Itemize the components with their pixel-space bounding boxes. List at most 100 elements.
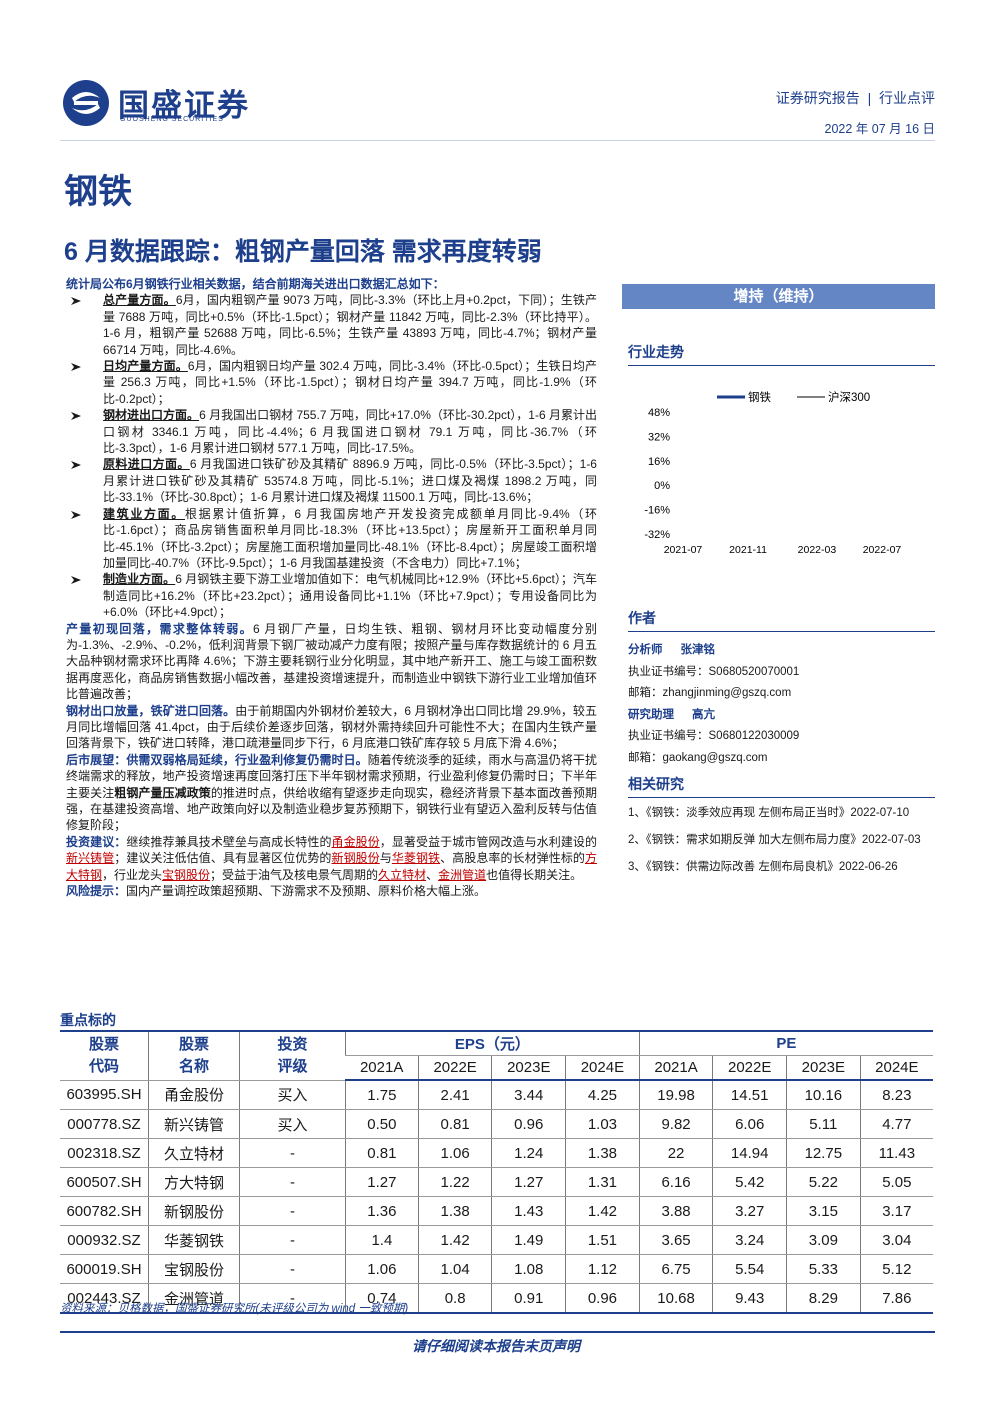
- data-cell: -: [239, 1138, 346, 1168]
- data-row: 600019.SH 宝钢股份 -1.06 1.04 1.08 1.12 6.75 5.54 5.…: [60, 1254, 933, 1284]
- text-run: 继续推荐兼具技术壁垒与高成长特性的: [126, 834, 332, 849]
- legend-label: 沪深300: [828, 390, 870, 404]
- data-cell: 3.44: [491, 1080, 566, 1110]
- data-cell: 6.75: [638, 1254, 713, 1284]
- header-cell: 股票代码: [60, 1030, 149, 1081]
- header-rule: [60, 140, 935, 141]
- stock-link[interactable]: 甬金股份: [331, 834, 380, 849]
- data-cell: 002318.SZ: [60, 1138, 149, 1168]
- text-run: 6 月钢厂产量，日均生铁、粗钢、钢材月环比变动幅度分别为-1.3%、-2.9%、…: [66, 621, 597, 702]
- text-run: 粗钢产量压减政策: [114, 785, 211, 800]
- year-cell: 2024E: [859, 1055, 933, 1081]
- data-cell: 9.82: [638, 1109, 713, 1139]
- data-cell: 1.24: [491, 1138, 566, 1168]
- data-row: 600782.SH 新钢股份 -1.36 1.38 1.43 1.42 3.88 3.27 3.…: [60, 1196, 933, 1226]
- author-name: 高亢: [692, 708, 715, 721]
- paragraph: 风险提示：国内产量调控政策超预期、下游需求不及预期、原料价格大幅上涨。: [66, 883, 597, 899]
- data-cell: 6.16: [638, 1167, 713, 1197]
- source: 资料来源：贝格数据，国盛证券研究所(未评级公司为 wind 一致预期): [60, 1303, 409, 1315]
- table-head: 股票代码 股票名称 投资评级 EPS（元） PE 2021A 2022E 2023E 2024E…: [60, 1030, 933, 1081]
- header-cell: 股票名称: [148, 1030, 240, 1081]
- data-cell: 5.11: [786, 1109, 861, 1139]
- data-cell: 7.86: [859, 1283, 933, 1314]
- stock-link[interactable]: 新钢股份: [331, 851, 380, 866]
- stock-link[interactable]: 新兴铸管: [66, 851, 115, 866]
- stock-link[interactable]: 金洲管道: [438, 867, 487, 882]
- stock-link[interactable]: 华菱钢铁: [391, 851, 441, 866]
- text-run: 由于前期国内外钢材价差较大，6 月钢材净出口同比增 29.9%，较五月同比增幅回…: [66, 703, 597, 751]
- intro: 统计局公布6月钢铁行业相关数据，结合前期海关进出口数据汇总如下：: [66, 277, 445, 291]
- bullet-text: 根据累计值折算，6 月我国房地产开发投资完成额单月同比-9.4%（环比-1.6p…: [103, 506, 597, 570]
- data-cell: 1.43: [491, 1196, 566, 1226]
- data-cell: 1.75: [345, 1080, 419, 1110]
- logo-subtitle: GUOSHENG SECURITIES: [120, 116, 224, 123]
- bullet-marker: [71, 576, 81, 585]
- text-run: 、: [426, 867, 439, 882]
- data-cell: 1.42: [417, 1225, 492, 1255]
- data-cell: 19.98: [638, 1080, 713, 1110]
- bullet-heading: 总产量方面。: [103, 293, 176, 308]
- data-cell: 002443.SZ: [60, 1283, 149, 1314]
- data-cell: 1.12: [565, 1254, 640, 1284]
- related-item[interactable]: 3、《钢铁：供需边际改善 左侧布局良机》2022-06-26: [628, 861, 898, 873]
- bullet-marker: [71, 412, 81, 421]
- bullet-text: 6 月我国进口铁矿砂及其精矿 8896.9 万吨，同比-0.5%（环比-3.5p…: [103, 457, 597, 505]
- bullet: 原料进口方面。6 月我国进口铁矿砂及其精矿 8896.9 万吨，同比-0.5%（…: [66, 456, 597, 505]
- stock-link[interactable]: 久立特材: [378, 867, 427, 882]
- data-cell: 5.42: [712, 1167, 787, 1197]
- data-cell: 6.06: [712, 1109, 787, 1139]
- data-cell: 新兴铸管: [148, 1109, 240, 1139]
- summary: 统计局公布6月钢铁行业相关数据，结合前期海关进出口数据汇总如下： 总产量方面。6月…: [66, 276, 597, 899]
- data-cell: 12.75: [786, 1138, 861, 1168]
- data-cell: 新钢股份: [148, 1196, 240, 1226]
- bullet-text: 6 月我国出口钢材 755.7 万吨，同比+17.0%（环比-30.2pct），…: [103, 408, 597, 456]
- y-tick-label: -32%: [644, 529, 670, 541]
- data-cell: 0.96: [491, 1109, 566, 1139]
- paragraph-heading: 风险提示：: [66, 884, 127, 899]
- data-cell: 买入: [239, 1109, 346, 1139]
- header-text: 股票代码: [88, 1035, 119, 1075]
- data-cell: 3.09: [786, 1225, 861, 1255]
- bullet-text: 6 月钢铁主要下游工业增加值如下：电气机械同比+12.9%（环比+5.6pct）…: [103, 572, 597, 620]
- related-item[interactable]: 1、《钢铁：淡季效应再现 左侧布局正当时》2022-07-10: [628, 807, 910, 819]
- section-heading: 作者: [628, 608, 935, 632]
- bullet-heading: 建筑业方面。: [103, 506, 185, 521]
- paragraph-heading: 钢材出口放量，铁矿进口回落。: [66, 703, 236, 718]
- data-cell: 买入: [239, 1080, 346, 1110]
- header-text: PE: [776, 1035, 797, 1052]
- data-cell: 11.43: [859, 1138, 933, 1168]
- author-cert: 执业证书编号：S0680520070001: [628, 665, 800, 678]
- stock-link[interactable]: 宝钢股份: [162, 867, 211, 882]
- data-cell: 5.54: [712, 1254, 787, 1284]
- year-cell: 2023E: [491, 1055, 566, 1081]
- author-cert: 执业证书编号：S0680122030009: [628, 730, 800, 742]
- author-role: 研究助理: [628, 708, 674, 721]
- data-cell: 0.50: [345, 1109, 419, 1139]
- data-row: 002443.SZ 金洲管道 -0.74 0.8 0.91 0.96 10.68 9.43 8.…: [60, 1283, 933, 1314]
- section-heading: 相关研究: [628, 774, 935, 798]
- data-cell: 1.27: [491, 1167, 566, 1197]
- data-cell: 600507.SH: [60, 1167, 149, 1197]
- data-cell: 华菱钢铁: [148, 1225, 240, 1255]
- table-body: 603995.SH 甬金股份 买入 1.75 2.41 3.44 4.25 19.98 14.5…: [60, 1080, 933, 1314]
- data-cell: 0.81: [417, 1109, 492, 1139]
- text-run: 与: [379, 851, 392, 866]
- related-item[interactable]: 2、《钢铁：需求如期反弹 加大左侧布局力度》2022-07-03: [628, 834, 921, 846]
- stock-link[interactable]: 方大特钢: [66, 851, 597, 882]
- text-run: ；受益于油气及核电景气周期的: [210, 867, 379, 882]
- data-row: 603995.SH 甬金股份 买入 1.75 2.41 3.44 4.25 19.98 14.5…: [60, 1080, 933, 1110]
- text-run: ，显著受益于城市管网改造与水利建设的: [379, 834, 597, 849]
- data-cell: 1.42: [565, 1196, 640, 1226]
- data-cell: 1.38: [417, 1196, 492, 1226]
- data-cell: 宝钢股份: [148, 1254, 240, 1284]
- data-cell: 1.31: [565, 1167, 640, 1197]
- bullet-heading: 原料进口方面。: [103, 457, 190, 472]
- year-cell: 2023E: [786, 1055, 861, 1081]
- data-cell: 600019.SH: [60, 1254, 149, 1284]
- data-cell: 1.03: [565, 1109, 640, 1139]
- header-cell: 投资评级: [239, 1030, 346, 1081]
- header-row: 2021A 2022E 2023E 2024E 2021A 2022E 2023E 2024E: [60, 1055, 933, 1081]
- author-line: 研究助理 高亢: [628, 705, 935, 727]
- industry: 钢铁: [64, 173, 132, 211]
